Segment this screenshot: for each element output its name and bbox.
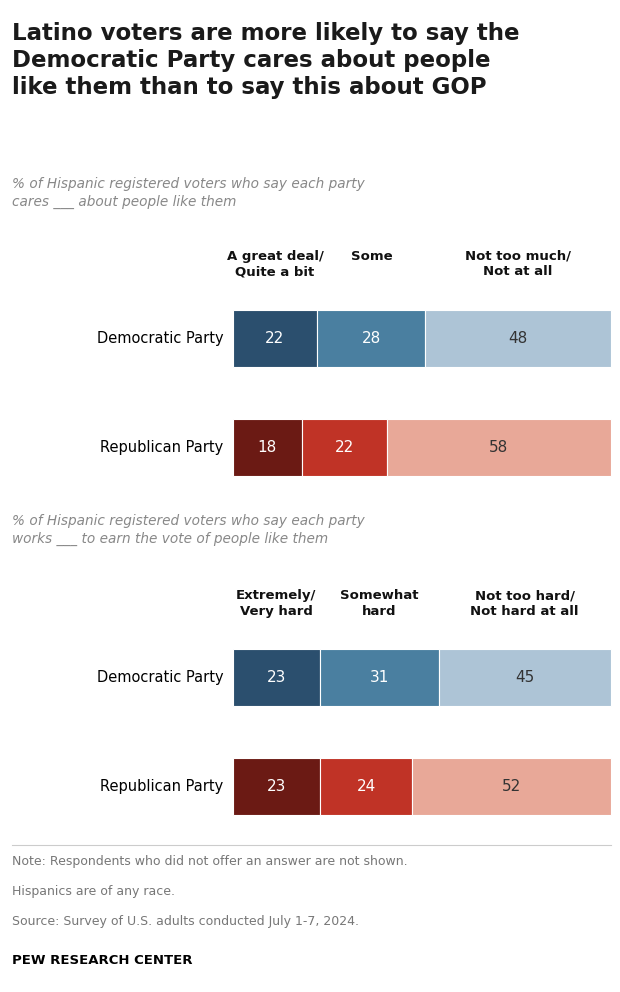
Text: 22: 22 bbox=[265, 330, 285, 346]
Text: 23: 23 bbox=[267, 779, 286, 795]
Text: 18: 18 bbox=[257, 439, 277, 455]
Bar bbox=[232, 310, 317, 367]
Text: 23: 23 bbox=[267, 670, 286, 685]
Bar bbox=[232, 649, 321, 706]
Text: Hispanics are of any race.: Hispanics are of any race. bbox=[12, 885, 175, 898]
Bar bbox=[321, 758, 412, 815]
Text: 45: 45 bbox=[515, 670, 534, 685]
Bar bbox=[321, 649, 439, 706]
Bar bbox=[317, 310, 425, 367]
Text: Democratic Party: Democratic Party bbox=[97, 330, 223, 346]
Text: 31: 31 bbox=[370, 670, 389, 685]
Text: A great deal/
Quite a bit: A great deal/ Quite a bit bbox=[226, 250, 324, 279]
Bar bbox=[232, 758, 321, 815]
Text: 52: 52 bbox=[502, 779, 521, 795]
Text: 24: 24 bbox=[356, 779, 376, 795]
Text: 48: 48 bbox=[508, 330, 528, 346]
Bar bbox=[232, 419, 302, 476]
Text: PEW RESEARCH CENTER: PEW RESEARCH CENTER bbox=[12, 954, 193, 967]
Text: Republican Party: Republican Party bbox=[100, 439, 223, 455]
Text: Source: Survey of U.S. adults conducted July 1-7, 2024.: Source: Survey of U.S. adults conducted … bbox=[12, 915, 360, 928]
Bar bbox=[439, 649, 611, 706]
Bar bbox=[387, 419, 611, 476]
Text: Latino voters are more likely to say the
Democratic Party cares about people
lik: Latino voters are more likely to say the… bbox=[12, 22, 520, 99]
Bar bbox=[425, 310, 611, 367]
Text: Somewhat
hard: Somewhat hard bbox=[340, 589, 419, 618]
Bar bbox=[412, 758, 611, 815]
Text: 22: 22 bbox=[335, 439, 354, 455]
Text: Extremely/
Very hard: Extremely/ Very hard bbox=[236, 589, 317, 618]
Text: % of Hispanic registered voters who say each party
works ___ to earn the vote of: % of Hispanic registered voters who say … bbox=[12, 514, 365, 546]
Text: 58: 58 bbox=[489, 439, 508, 455]
Text: Republican Party: Republican Party bbox=[100, 779, 223, 795]
Text: Democratic Party: Democratic Party bbox=[97, 670, 223, 685]
Text: % of Hispanic registered voters who say each party
cares ___ about people like t: % of Hispanic registered voters who say … bbox=[12, 177, 365, 208]
Text: Not too hard/
Not hard at all: Not too hard/ Not hard at all bbox=[471, 589, 579, 618]
Text: Some: Some bbox=[351, 250, 392, 263]
Bar bbox=[302, 419, 387, 476]
Text: Note: Respondents who did not offer an answer are not shown.: Note: Respondents who did not offer an a… bbox=[12, 855, 408, 868]
Text: 28: 28 bbox=[362, 330, 381, 346]
Text: Not too much/
Not at all: Not too much/ Not at all bbox=[465, 250, 571, 279]
